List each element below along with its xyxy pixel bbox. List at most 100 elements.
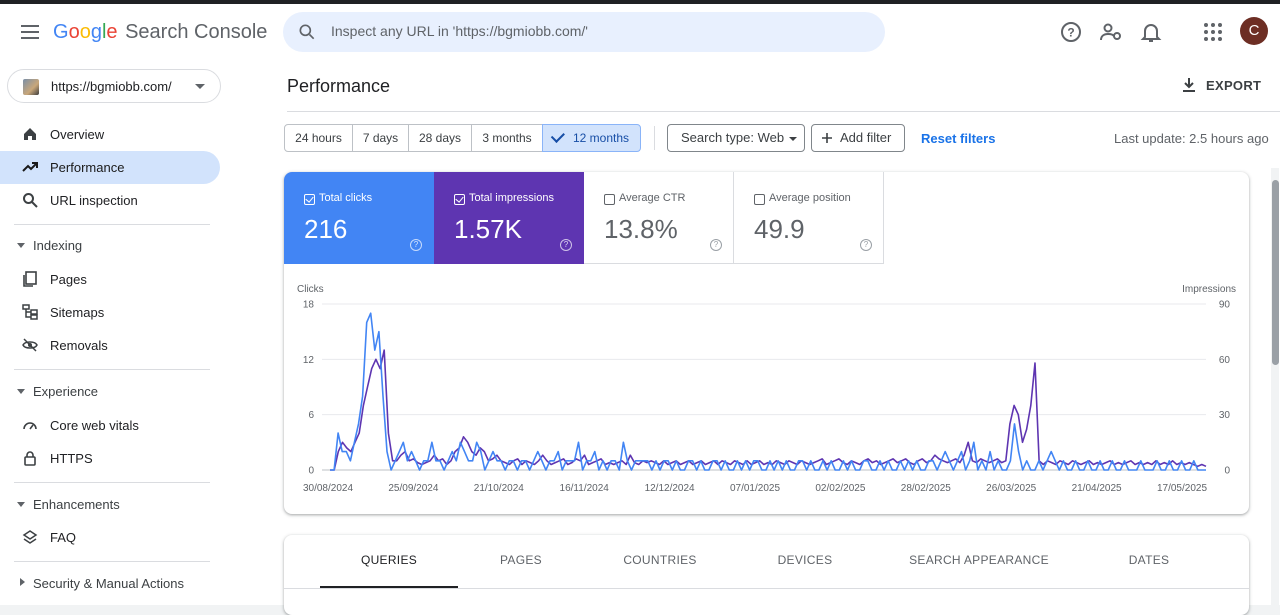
divider [284,588,1249,589]
add-filter-button[interactable]: Add filter [811,124,905,152]
x-tick-label: 12/12/2024 [645,483,695,494]
y-tick-label-right: 0 [1224,466,1230,477]
home-icon [24,128,36,140]
metric-value: 49.9 [754,214,805,244]
caret-down-icon [17,502,25,507]
section-security-manual-actions[interactable]: Security & Manual Actions [0,571,220,597]
sidebar-item-removals[interactable]: Removals [0,329,220,362]
y-ticks-right: 90 60 30 0 [1219,300,1231,477]
app-header: Google Search Console Inspect any URL in… [0,4,1280,60]
caret-right-icon [20,578,25,586]
sitemap-icon [22,304,38,320]
sidebar-item-url-inspection[interactable]: URL inspection [0,184,220,217]
manage-users-icon[interactable] [1099,20,1123,44]
speed-icon [23,422,37,430]
x-tick-label: 07/01/2025 [730,483,780,494]
avatar[interactable]: C [1240,17,1268,45]
chart-grid [322,303,1206,471]
dimension-tabs: QUERIES PAGES COUNTRIES DEVICES SEARCH A… [284,535,1249,615]
y-tick-label-right: 90 [1219,300,1231,311]
sidebar-item-performance[interactable]: Performance [0,151,220,184]
tab-pages[interactable]: PAGES [500,553,542,567]
download-icon [1183,78,1195,92]
checkbox-unchecked[interactable] [604,194,615,205]
metric-total-impressions[interactable]: Total impressions 1.57K ? [434,172,584,264]
sidebar-item-pages[interactable]: Pages [0,263,220,296]
search-icon [299,24,315,40]
sidebar: https://bgmiobb.com/ Overview Performanc… [0,60,232,605]
tab-search-appearance[interactable]: SEARCH APPEARANCE [909,553,1049,567]
range-3-months[interactable]: 3 months [471,124,543,152]
y-tick-label-left: 0 [308,466,314,477]
menu-icon[interactable] [18,20,42,44]
layers-icon [22,530,38,544]
range-7-days[interactable]: 7 days [352,124,409,152]
url-inspect-search[interactable]: Inspect any URL in 'https://bgmiobb.com/… [283,12,885,52]
tab-devices[interactable]: DEVICES [777,553,833,567]
apps-icon[interactable] [1201,20,1225,44]
search-type-filter[interactable]: Search type: Web [667,124,805,152]
range-28-days[interactable]: 28 days [408,124,472,152]
x-tick-label: 28/02/2025 [901,483,951,494]
help-icon[interactable]: ? [860,239,872,251]
reset-filters-link[interactable]: Reset filters [921,131,996,146]
checkbox-checked[interactable] [304,194,315,205]
tab-countries[interactable]: COUNTRIES [623,553,697,567]
help-icon[interactable]: ? [710,239,722,251]
property-selector[interactable]: https://bgmiobb.com/ [7,69,221,103]
y-tick-label-right: 30 [1219,410,1231,421]
x-tick-label: 26/03/2025 [986,483,1036,494]
sidebar-item-core-web-vitals[interactable]: Core web vitals [0,409,220,442]
sidebar-item-sitemaps[interactable]: Sitemaps [0,296,220,329]
range-24-hours[interactable]: 24 hours [284,124,353,152]
scrollbar-thumb[interactable] [1272,180,1279,365]
notifications-icon[interactable] [1139,20,1163,44]
section-experience[interactable]: Experience [0,379,220,405]
help-icon[interactable]: ? [410,239,422,251]
x-tick-label: 02/02/2025 [815,483,865,494]
scrollbar[interactable] [1271,168,1279,605]
page-title: Performance [287,76,391,96]
search-input[interactable]: Inspect any URL in 'https://bgmiobb.com/… [331,23,588,39]
pages-icon [23,271,37,287]
divider [287,111,1280,112]
sidebar-item-https[interactable]: HTTPS [0,442,220,475]
caret-down-icon [17,243,25,248]
checkbox-unchecked[interactable] [754,194,765,205]
search-icon [23,193,38,208]
help-icon[interactable]: ? [560,239,572,251]
metric-average-position[interactable]: Average position 49.9 ? [734,172,884,264]
section-enhancements[interactable]: Enhancements [0,492,220,518]
property-url: https://bgmiobb.com/ [51,79,172,94]
main-content: Performance EXPORT 24 hours 7 days 28 da… [232,60,1280,615]
product-logo[interactable]: Google Search Console [53,21,268,43]
visibility-off-icon [22,338,38,352]
plus-icon [822,133,832,143]
svg-text:?: ? [1067,26,1074,40]
range-12-months[interactable]: 12 months [542,124,641,152]
divider [14,369,210,370]
check-icon [550,128,565,143]
y-ticks-left: 18 12 6 0 [303,300,315,477]
metric-value: 13.8% [604,214,678,244]
caret-down-icon [789,137,797,141]
x-tick-label: 30/08/2024 [303,483,353,494]
tab-queries[interactable]: QUERIES [320,535,458,588]
y-tick-label-right: 60 [1219,355,1231,366]
metric-average-ctr[interactable]: Average CTR 13.8% ? [584,172,734,264]
caret-down-icon [17,389,25,394]
section-indexing[interactable]: Indexing [0,233,220,259]
sidebar-item-faq[interactable]: FAQ [0,521,220,554]
site-favicon [23,79,39,95]
last-update-text: Last update: 2.5 hours ago [1114,131,1269,146]
tab-dates[interactable]: DATES [1128,553,1170,567]
metric-total-clicks[interactable]: Total clicks 216 ? [284,172,434,264]
help-icon[interactable]: ? [1059,20,1083,44]
checkbox-checked[interactable] [454,194,465,205]
lock-icon [24,451,36,466]
divider [14,561,210,562]
sidebar-item-overview[interactable]: Overview [0,118,220,151]
y-axis-label-left: Clicks [297,284,324,295]
x-tick-label: 25/09/2024 [388,483,438,494]
